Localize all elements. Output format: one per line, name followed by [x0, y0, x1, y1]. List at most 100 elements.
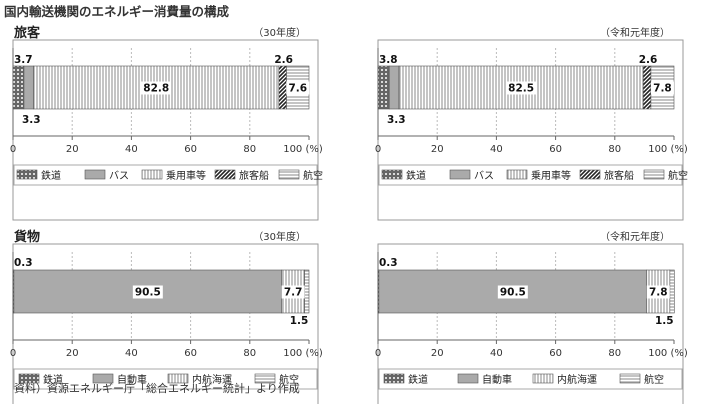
legend: 鉄道 バス 乗用車等 旅客船 航空 — [13, 164, 323, 186]
data-label-bg — [646, 285, 670, 299]
legend-label: 内航海運 — [192, 373, 232, 386]
data-label: 2.6 — [274, 54, 293, 66]
period-label: （30年度） — [253, 26, 306, 39]
x-tick-label: 20 — [431, 144, 444, 155]
bar-segment-4 — [669, 269, 675, 314]
legend-label: 乗用車等 — [531, 169, 571, 182]
bar-segment-4 — [278, 65, 287, 110]
legend-label: 乗用車等 — [166, 169, 206, 182]
x-tick-label: 60 — [549, 144, 562, 155]
data-label-bg — [286, 81, 310, 95]
data-label-bg — [141, 81, 172, 95]
data-label: 90.5 — [135, 287, 161, 299]
chart-panel-1: 旅客 （30年度） 0 20 40 60 80 100 (%) 3.7 3.3 82.8 2.6 7.6… — [10, 25, 323, 221]
x-tick-label: 80 — [243, 348, 256, 359]
data-label: 1.5 — [655, 315, 674, 327]
data-label: 3.3 — [387, 114, 406, 126]
data-label: 7.6 — [288, 83, 307, 95]
section-title: 旅客 — [14, 25, 41, 41]
legend-swatch — [619, 373, 641, 384]
legend: 鉄道 自動車 内航海運 航空 — [13, 368, 318, 390]
data-label: 7.7 — [284, 287, 303, 299]
data-label: 82.8 — [143, 83, 169, 95]
legend-label: 旅客船 — [604, 169, 634, 182]
legend-swatch — [457, 373, 479, 384]
legend-swatch — [278, 169, 300, 180]
legend-swatch — [506, 169, 528, 180]
x-tick-label: 100 (%) — [648, 144, 688, 155]
legend-swatch — [643, 169, 665, 180]
data-label: 2.6 — [639, 54, 658, 66]
x-tick-label: 20 — [66, 348, 79, 359]
legend-frame — [378, 164, 683, 186]
period-label: （令和元年度） — [600, 230, 670, 243]
legend-label: 鉄道 — [43, 373, 63, 386]
legend-swatch — [381, 169, 403, 180]
legend-label: 鉄道 — [408, 373, 428, 386]
legend-label: 旅客船 — [239, 169, 269, 182]
legend-label: 鉄道 — [406, 169, 426, 182]
x-tick-label: 100 (%) — [648, 348, 688, 359]
legend-label: 鉄道 — [41, 169, 61, 182]
legend-label: 自動車 — [482, 373, 512, 386]
legend-label: バス — [109, 170, 129, 182]
legend-swatch — [16, 169, 38, 180]
legend-label: 自動車 — [117, 373, 147, 386]
data-label-bg — [132, 285, 163, 299]
legend-swatch — [84, 169, 106, 180]
legend-swatch — [449, 169, 471, 180]
data-label: 7.8 — [649, 287, 668, 299]
data-label-bg — [650, 81, 674, 95]
legend-label: 航空 — [303, 169, 323, 182]
legend-frame — [378, 368, 683, 390]
x-tick-label: 0 — [375, 348, 381, 359]
x-tick-label: 80 — [608, 144, 621, 155]
legend-swatch — [18, 373, 40, 384]
legend-swatch — [579, 169, 601, 180]
legend-swatch — [383, 373, 405, 384]
legend-label: 航空 — [279, 373, 299, 386]
bar-segment-1 — [377, 65, 390, 110]
x-tick-label: 40 — [125, 144, 138, 155]
legend-label: バス — [474, 170, 494, 182]
legend-swatch — [167, 373, 189, 384]
legend-label: 内航海運 — [557, 373, 597, 386]
bar-segment-4 — [304, 269, 310, 314]
legend-swatch — [532, 373, 554, 384]
x-tick-label: 80 — [608, 348, 621, 359]
data-label: 7.8 — [653, 83, 672, 95]
legend: 鉄道 バス 乗用車等 旅客船 航空 — [378, 164, 688, 186]
data-label: 3.8 — [379, 54, 398, 66]
data-label: 0.3 — [379, 257, 398, 269]
chart-panel-2: （令和元年度） 0 20 40 60 80 100 (%) 3.8 3.3 82.5 2.6 7.8 鉄… — [375, 26, 688, 221]
section-title: 貨物 — [14, 229, 40, 245]
bar-segment-4 — [642, 65, 652, 110]
x-tick-label: 40 — [490, 144, 503, 155]
data-label-bg — [497, 285, 528, 299]
bar-segment-1 — [12, 65, 25, 110]
legend-swatch — [141, 169, 163, 180]
chart-panel-4: （令和元年度） 0 20 40 60 80 100 (%) 0.3 90.5 7.8 1.5 鉄道 自動… — [375, 230, 688, 404]
data-label: 3.7 — [14, 54, 33, 66]
x-tick-label: 0 — [10, 144, 16, 155]
legend-label: 航空 — [644, 373, 664, 386]
x-tick-label: 0 — [10, 348, 16, 359]
x-tick-label: 80 — [243, 144, 256, 155]
data-label: 82.5 — [508, 83, 534, 95]
legend-frame — [13, 368, 318, 390]
x-tick-label: 100 (%) — [283, 144, 323, 155]
x-tick-label: 60 — [549, 348, 562, 359]
page-title: 国内輸送機関のエネルギー消費量の構成 — [4, 4, 230, 19]
source-note: 資料）資源エネルギー庁「総合エネルギー統計」より作成 — [14, 382, 300, 395]
legend-label: 航空 — [668, 169, 688, 182]
x-tick-label: 0 — [375, 144, 381, 155]
data-label: 90.5 — [500, 287, 526, 299]
legend-frame — [13, 164, 318, 186]
data-label: 3.3 — [22, 114, 41, 126]
x-tick-label: 60 — [184, 144, 197, 155]
period-label: （令和元年度） — [600, 26, 670, 39]
period-label: （30年度） — [253, 230, 306, 243]
data-label-bg — [281, 285, 305, 299]
x-tick-label: 60 — [184, 348, 197, 359]
